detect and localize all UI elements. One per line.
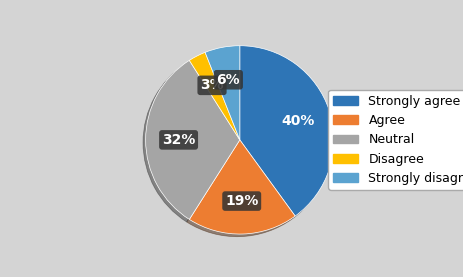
- Wedge shape: [189, 52, 239, 140]
- Wedge shape: [145, 60, 239, 219]
- Text: 3%: 3%: [200, 78, 223, 92]
- Text: 19%: 19%: [225, 194, 258, 208]
- Wedge shape: [239, 46, 333, 216]
- Wedge shape: [189, 140, 294, 234]
- Legend: Strongly agree, Agree, Neutral, Disagree, Strongly disagree: Strongly agree, Agree, Neutral, Disagree…: [328, 90, 463, 190]
- Text: 32%: 32%: [162, 133, 195, 147]
- Wedge shape: [205, 46, 239, 140]
- Text: 6%: 6%: [216, 73, 240, 87]
- Text: 40%: 40%: [281, 114, 314, 128]
